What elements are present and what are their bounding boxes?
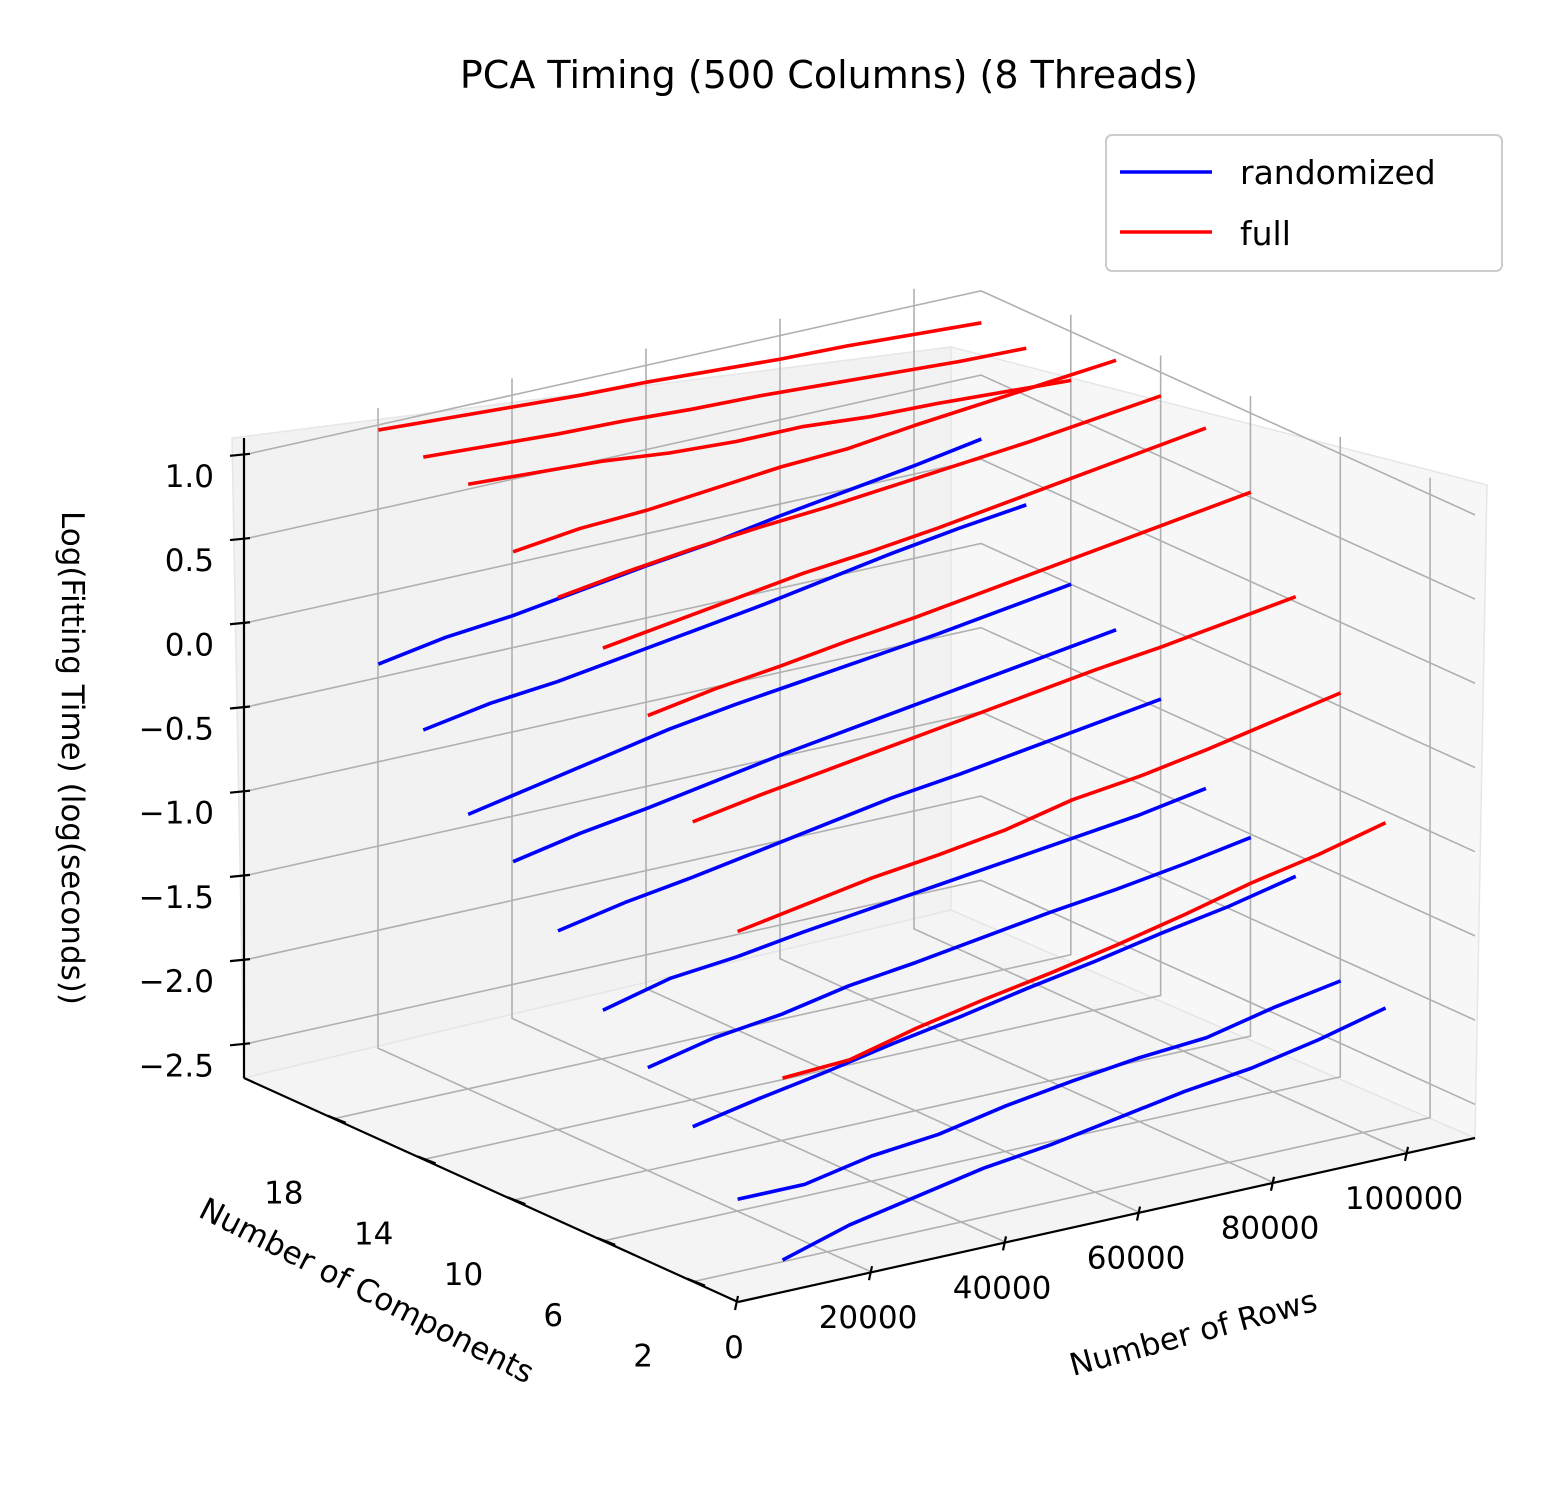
x-tick-0 bbox=[733, 1295, 740, 1311]
x-tick-2 bbox=[1001, 1236, 1008, 1251]
y-tick-label-3: 6 bbox=[543, 1298, 563, 1334]
x-tick-label-1: 20000 bbox=[819, 1300, 918, 1336]
line-full-components-1 bbox=[782, 821, 1387, 1080]
z-tick-label-1: 0.5 bbox=[165, 543, 214, 579]
data-series bbox=[377, 321, 1387, 1262]
x-axis-line bbox=[737, 1136, 1476, 1304]
z-tick-7 bbox=[229, 1042, 251, 1047]
z-tick-label-4: −1.0 bbox=[139, 796, 214, 832]
line-full-components-3 bbox=[736, 691, 1342, 934]
y-axis-line bbox=[243, 1076, 739, 1304]
x-tick-label-4: 80000 bbox=[1221, 1211, 1320, 1247]
line-full-components-13 bbox=[512, 358, 1117, 554]
grid-z-1 bbox=[243, 374, 1476, 600]
legend: randomized full bbox=[1105, 134, 1503, 272]
line-randomized-components-11 bbox=[557, 697, 1162, 933]
x-axis-label: Number of Rows bbox=[1066, 1283, 1321, 1384]
z-tick-6 bbox=[229, 958, 251, 963]
x-tick-label-0: 0 bbox=[724, 1330, 744, 1366]
x-tick-1 bbox=[867, 1265, 874, 1281]
legend-label-full: full bbox=[1240, 214, 1291, 253]
y-tick-label-2: 10 bbox=[444, 1257, 483, 1293]
line-full-components-11 bbox=[557, 394, 1162, 600]
grid-z-7 bbox=[243, 879, 1476, 1106]
grid-y-3 bbox=[603, 436, 1342, 1242]
legend-label-randomized: randomized bbox=[1240, 153, 1436, 192]
z-tick-4 bbox=[229, 789, 251, 794]
y-tick-1 bbox=[417, 1155, 437, 1165]
line-full-components-19 bbox=[378, 321, 982, 432]
z-tick-label-5: −1.5 bbox=[139, 880, 214, 916]
y-tick-3 bbox=[596, 1236, 616, 1246]
grid-x-1 bbox=[377, 408, 873, 1273]
x-tick-label-3: 60000 bbox=[1087, 1241, 1186, 1277]
x-tick-3 bbox=[1135, 1206, 1142, 1221]
z-tick-label-6: −2.0 bbox=[139, 964, 214, 1000]
line-full-components-9 bbox=[602, 426, 1207, 650]
line-full-components-7 bbox=[647, 490, 1252, 718]
z-tick-label-0: 1.0 bbox=[165, 459, 214, 495]
z-tick-label-2: 0.0 bbox=[165, 627, 214, 663]
grid-y-4 bbox=[692, 477, 1431, 1283]
grid-z-6 bbox=[243, 795, 1476, 1021]
x-tick-label-5: 100000 bbox=[1345, 1181, 1463, 1217]
axes bbox=[229, 438, 1476, 1311]
grid-y-2 bbox=[513, 396, 1252, 1201]
grid-z-4 bbox=[243, 626, 1476, 853]
y-tick-label-0: 18 bbox=[264, 1176, 303, 1212]
chart-title: PCA Timing (500 Columns) (8 Threads) bbox=[460, 53, 1198, 97]
grid-x-4 bbox=[779, 318, 1275, 1184]
z-tick-3 bbox=[229, 705, 251, 710]
z-tick-label-3: −0.5 bbox=[139, 711, 214, 747]
y-tick-0 bbox=[327, 1114, 347, 1124]
x-tick-label-2: 40000 bbox=[953, 1270, 1052, 1306]
y-tick-label-1: 14 bbox=[354, 1216, 393, 1252]
line-randomized-components-9 bbox=[602, 786, 1207, 1012]
x-tick-5 bbox=[1403, 1146, 1410, 1162]
z-tick-5 bbox=[229, 873, 251, 878]
grid-y-1 bbox=[423, 355, 1162, 1161]
x-tick-4 bbox=[1269, 1176, 1276, 1191]
line-randomized-components-5 bbox=[692, 874, 1297, 1129]
y-tick-2 bbox=[507, 1196, 526, 1206]
grid-z-0 bbox=[243, 290, 1476, 516]
line-full-components-15 bbox=[467, 378, 1072, 487]
line-randomized-components-17 bbox=[422, 503, 1027, 732]
line-randomized-components-15 bbox=[467, 582, 1072, 817]
tick-labels: 0 20000 40000 60000 80000 100000 18 14 10 6 2 1.0 0.… bbox=[139, 459, 1463, 1375]
z-tick-label-7: −2.5 bbox=[139, 1048, 214, 1084]
line-randomized-components-1 bbox=[781, 1006, 1387, 1262]
legend-box bbox=[1105, 134, 1503, 272]
line-randomized-components-7 bbox=[647, 835, 1252, 1070]
z-tick-2 bbox=[229, 621, 251, 626]
z-axis-label: Log(Fitting Time) (log(seconds)) bbox=[54, 511, 90, 1005]
z-tick-1 bbox=[229, 536, 251, 542]
grid-y-0 bbox=[333, 314, 1072, 1120]
y-tick-label-4: 2 bbox=[633, 1339, 653, 1375]
grid-z-3 bbox=[243, 542, 1476, 769]
line-randomized-components-3 bbox=[737, 979, 1342, 1202]
line-full-components-5 bbox=[692, 595, 1297, 824]
y-tick-4 bbox=[686, 1277, 706, 1287]
z-tick-0 bbox=[229, 452, 251, 457]
grid-x-5 bbox=[913, 288, 1409, 1154]
line-randomized-components-13 bbox=[512, 628, 1117, 864]
line-full-components-17 bbox=[422, 346, 1027, 459]
